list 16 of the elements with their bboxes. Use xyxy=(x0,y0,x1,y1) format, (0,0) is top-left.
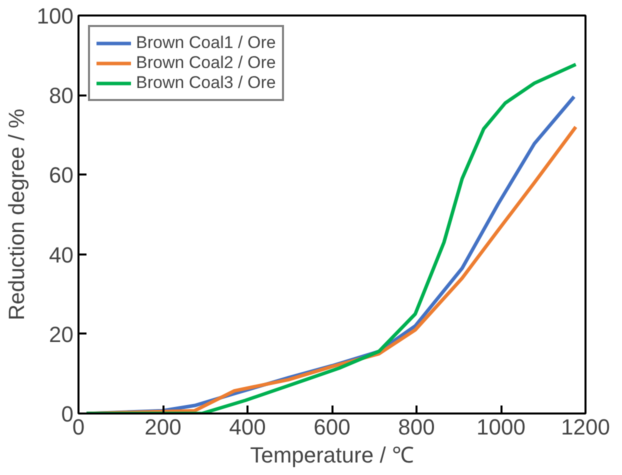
y-tick-label: 80 xyxy=(49,83,74,108)
x-tick-label: 800 xyxy=(398,414,435,440)
y-tick-label: 40 xyxy=(49,242,74,268)
legend-label: Brown Coal1 / Ore xyxy=(136,33,276,53)
legend-label: Brown Coal2 / Ore xyxy=(136,53,276,73)
x-tick-label: 400 xyxy=(229,414,266,440)
y-axis-title: Reduction degree / % xyxy=(4,108,29,320)
y-tick-label: 20 xyxy=(49,322,74,347)
legend-label: Brown Coal3 / Ore xyxy=(136,73,276,93)
x-tick-label: 1200 xyxy=(561,414,610,440)
x-axis-title: Temperature / ℃ xyxy=(250,442,414,468)
x-tick-label: 200 xyxy=(144,414,182,440)
x-tick-label: 600 xyxy=(314,414,350,440)
x-tick-label: 1000 xyxy=(476,414,526,440)
y-tick-label: 100 xyxy=(36,4,74,28)
y-tick-label: 60 xyxy=(49,162,74,188)
